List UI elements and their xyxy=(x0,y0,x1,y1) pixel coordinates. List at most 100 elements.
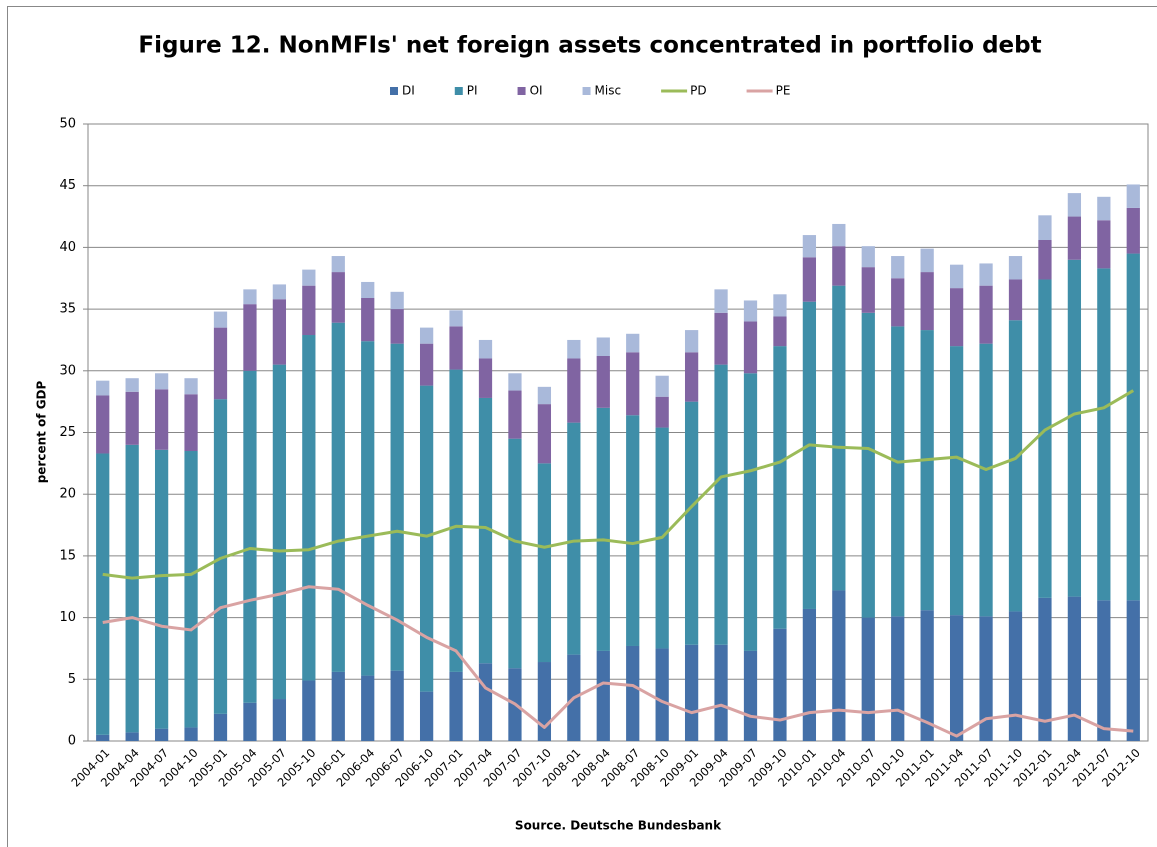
bar xyxy=(1097,600,1111,741)
bar xyxy=(626,333,640,353)
bar xyxy=(1067,596,1082,741)
legend-label: Misc xyxy=(595,84,622,98)
bar xyxy=(802,235,817,258)
bar xyxy=(1008,256,1023,280)
bar xyxy=(537,662,552,741)
bar xyxy=(302,269,316,286)
bar xyxy=(184,451,198,728)
bar xyxy=(154,389,169,450)
chart-frame xyxy=(7,6,1157,847)
bar xyxy=(537,463,552,663)
bar xyxy=(125,391,139,445)
bar xyxy=(655,396,669,428)
bar xyxy=(243,702,257,741)
bar xyxy=(508,438,522,669)
bar xyxy=(213,399,228,714)
bar xyxy=(449,310,463,327)
bar xyxy=(655,375,669,397)
bar xyxy=(508,390,522,439)
bar xyxy=(949,288,964,347)
bar xyxy=(626,415,640,646)
bar xyxy=(596,337,610,356)
bar xyxy=(154,373,169,390)
bar xyxy=(773,628,787,741)
bar xyxy=(125,732,139,741)
bar xyxy=(684,644,699,741)
bar xyxy=(331,256,345,273)
bar xyxy=(1067,216,1082,260)
bar xyxy=(1126,253,1140,601)
bar xyxy=(920,248,934,273)
bar xyxy=(302,285,316,336)
bar xyxy=(773,294,787,317)
bar xyxy=(979,343,993,617)
bar xyxy=(861,246,875,268)
y-tick-label: 15 xyxy=(59,548,76,563)
bar xyxy=(508,373,522,391)
bar xyxy=(390,291,404,310)
bar xyxy=(714,644,728,741)
bar xyxy=(449,326,463,370)
bar xyxy=(773,316,787,347)
bar xyxy=(1038,279,1052,598)
y-tick-label: 20 xyxy=(59,487,76,502)
bar xyxy=(419,385,434,692)
bar xyxy=(891,326,905,617)
bar xyxy=(832,285,846,591)
chart-title: Figure 12. NonMFIs' net foreign assets c… xyxy=(138,33,1041,59)
bar xyxy=(96,380,110,396)
bar xyxy=(302,680,316,741)
y-tick-label: 5 xyxy=(68,672,76,687)
y-tick-label: 50 xyxy=(59,117,76,132)
bar xyxy=(802,301,817,609)
bar xyxy=(390,309,404,344)
bar xyxy=(1097,196,1111,221)
bar xyxy=(891,256,905,279)
y-tick-label: 40 xyxy=(59,240,76,255)
bar xyxy=(96,734,110,741)
bar xyxy=(331,322,345,672)
bar xyxy=(979,616,993,741)
bar xyxy=(213,311,228,328)
bar xyxy=(419,691,434,741)
bar xyxy=(1038,597,1052,741)
legend-swatch xyxy=(454,87,463,95)
bar xyxy=(272,699,287,741)
bar xyxy=(1097,220,1111,269)
bar xyxy=(537,386,552,405)
bar xyxy=(891,278,905,327)
bar xyxy=(920,330,934,611)
legend-swatch xyxy=(582,87,591,95)
bar xyxy=(714,312,728,365)
bar xyxy=(154,728,169,741)
bar xyxy=(478,339,493,359)
line xyxy=(102,389,1135,580)
bar xyxy=(184,727,198,741)
bar xyxy=(949,264,964,289)
bar xyxy=(184,378,198,395)
bar xyxy=(449,671,463,741)
bar xyxy=(243,289,257,305)
bar xyxy=(302,335,316,681)
bar xyxy=(567,358,581,423)
bar xyxy=(125,444,139,733)
bar xyxy=(390,343,404,671)
bar xyxy=(891,616,905,741)
bar xyxy=(861,617,875,741)
bar xyxy=(949,615,964,741)
bar xyxy=(96,453,110,735)
bar xyxy=(979,263,993,286)
bar xyxy=(743,650,758,741)
bar xyxy=(596,355,610,408)
bar xyxy=(331,272,345,323)
bar xyxy=(861,312,875,618)
bar xyxy=(272,364,287,700)
bar xyxy=(1067,259,1082,597)
bar xyxy=(684,352,699,402)
y-tick-label: 10 xyxy=(59,610,76,625)
bar xyxy=(567,422,581,655)
bar xyxy=(537,404,552,464)
bar xyxy=(125,378,139,392)
bar xyxy=(1067,193,1082,217)
bar xyxy=(832,223,846,247)
